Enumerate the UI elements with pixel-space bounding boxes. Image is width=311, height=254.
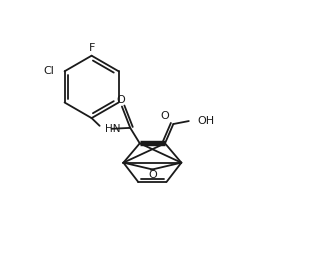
Text: HN: HN bbox=[105, 124, 120, 134]
Text: O: O bbox=[161, 111, 169, 121]
Text: F: F bbox=[88, 43, 95, 53]
Text: OH: OH bbox=[197, 116, 214, 126]
Text: O: O bbox=[148, 170, 157, 180]
Text: O: O bbox=[116, 95, 125, 105]
Text: Cl: Cl bbox=[43, 66, 54, 76]
